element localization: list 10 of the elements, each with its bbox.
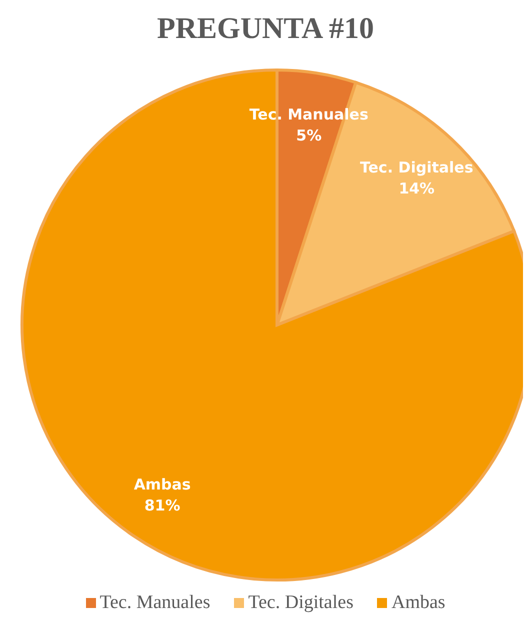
data-label: 81% — [144, 496, 180, 515]
slice-label: Tec. Digitales — [360, 158, 474, 176]
chart-title: PREGUNTA #10 — [156, 11, 375, 47]
slice-label: Ambas — [134, 476, 191, 494]
slice-label: Tec. Manuales — [249, 106, 368, 124]
legend-label: Tec. Digitales — [247, 592, 354, 614]
slice-label: Ambas — [390, 592, 446, 614]
data-label: 14% — [398, 179, 435, 198]
data-label: 5% — [296, 126, 322, 145]
legend-label: Tec. Manuales — [98, 592, 210, 614]
